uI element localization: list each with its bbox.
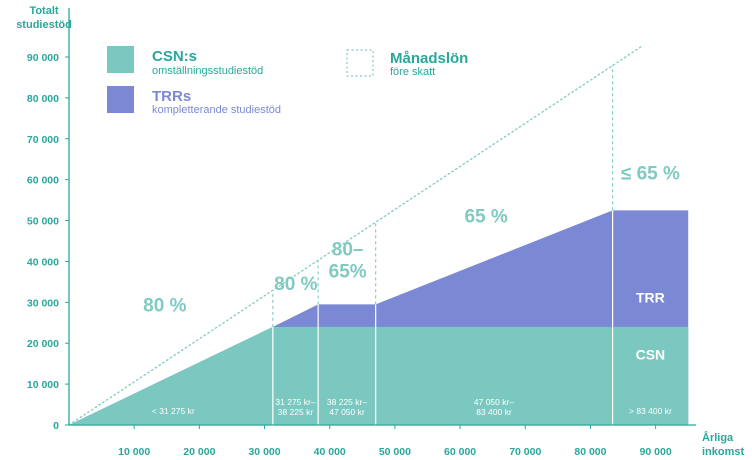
x-tick-label: 90 000 <box>640 446 672 458</box>
salary-line <box>68 45 644 426</box>
percentage-annotation: 80 % <box>143 296 186 317</box>
x-axis-title-line-1: Årliga <box>702 431 734 444</box>
band-label: 47 050 kr <box>329 407 365 417</box>
y-axis-title-line-1: Totalt <box>29 5 58 17</box>
x-tick-label: 30 000 <box>248 446 280 458</box>
y-axis-title-line-2: studiestöd <box>16 19 72 31</box>
percentage-annotation: 65% <box>329 261 367 282</box>
y-tick-label: 70 000 <box>27 134 59 146</box>
band-label: < 31 275 kr <box>152 406 195 416</box>
y-tick-label: 50 000 <box>27 216 59 228</box>
x-tick-label: 10 000 <box>118 446 150 458</box>
area-label-trr: TRR <box>636 289 665 305</box>
y-tick-label: 90 000 <box>27 52 59 64</box>
band-label: 83 400 kr <box>476 407 512 417</box>
chart-areas <box>68 45 689 426</box>
y-tick-label: 10 000 <box>27 379 59 391</box>
legend-trr-swatch <box>107 86 134 113</box>
band-label: 38 225 kr <box>278 407 314 417</box>
x-axis-title-line-2: inkomst <box>702 446 745 458</box>
y-tick-label: 60 000 <box>27 175 59 187</box>
band-label: 47 050 kr– <box>474 397 514 407</box>
x-tick-label: 20 000 <box>183 446 215 458</box>
legend-salary-title: Månadslön <box>390 50 468 67</box>
band-label: 31 275 kr– <box>275 397 315 407</box>
legend-csn-swatch <box>107 46 134 73</box>
x-tick-label: 70 000 <box>509 446 541 458</box>
percentage-annotation: 80– <box>332 239 364 260</box>
band-label: > 83 400 kr <box>629 406 672 416</box>
legend-salary-swatch <box>346 49 374 77</box>
legend-trr-title: TRRs <box>152 88 191 105</box>
y-tick-label: 0 <box>53 420 59 432</box>
band-label: 38 225 kr– <box>327 397 367 407</box>
y-tick-label: 40 000 <box>27 256 59 268</box>
x-tick-label: 80 000 <box>574 446 606 458</box>
y-tick-label: 30 000 <box>27 297 59 309</box>
legend-csn-title: CSN:s <box>152 48 197 65</box>
percentage-annotation: ≤ 65 % <box>621 164 680 185</box>
legend-csn-subtitle: omställningsstudiestöd <box>152 65 263 77</box>
legend-salary-subtitle: före skatt <box>390 66 435 78</box>
x-tick-label: 50 000 <box>379 446 411 458</box>
percentage-annotation: 65 % <box>464 207 507 228</box>
area-label-csn: CSN <box>636 347 666 363</box>
percentage-annotation: 80 % <box>274 274 317 295</box>
legend: CSN:s omställningsstudiestöd TRRs komple… <box>107 46 468 116</box>
chart-texts: < 31 275 kr 31 275 kr–38 225 kr 38 225 kr–… <box>143 164 680 417</box>
legend-trr-subtitle: kompletterande studiestöd <box>152 104 281 116</box>
band-guides <box>272 65 614 425</box>
x-tick-label: 60 000 <box>444 446 476 458</box>
y-tick-label: 80 000 <box>27 93 59 105</box>
axes: 0 10 000 20 000 30 000 40 000 50 000 60 000 70 … <box>27 8 696 458</box>
x-tick-label: 40 000 <box>314 446 346 458</box>
y-tick-label: 20 000 <box>27 338 59 350</box>
csn-area <box>69 326 689 425</box>
